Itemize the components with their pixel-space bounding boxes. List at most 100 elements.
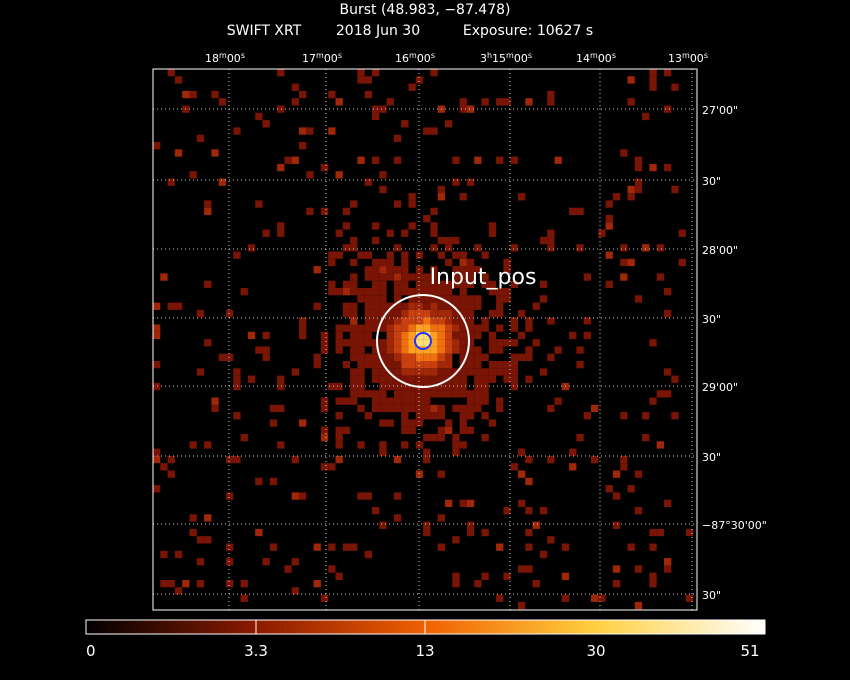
pixel <box>481 280 489 288</box>
pixel <box>525 346 533 354</box>
pixel <box>496 361 504 369</box>
pixel <box>386 361 394 369</box>
pixel <box>518 309 526 318</box>
pixel <box>372 397 380 405</box>
pixel <box>642 244 650 252</box>
pixel <box>423 375 431 383</box>
pixel <box>430 273 438 281</box>
pixel <box>474 324 482 332</box>
pixel <box>350 390 358 398</box>
pixel <box>350 302 358 310</box>
pixel <box>167 470 175 478</box>
pixel <box>430 288 438 296</box>
pixel <box>510 382 518 391</box>
pixel <box>393 397 402 405</box>
pixel <box>423 455 431 464</box>
pixel <box>437 368 445 376</box>
pixel <box>437 193 445 201</box>
pixel <box>196 309 205 318</box>
pixel <box>364 390 372 398</box>
pixel <box>437 236 445 245</box>
pixel <box>437 434 445 442</box>
pixel <box>408 331 416 340</box>
pixel <box>364 273 372 281</box>
pixel <box>313 361 321 369</box>
pixel <box>466 499 475 507</box>
pixel <box>401 120 409 128</box>
pixel <box>525 477 533 486</box>
pixel <box>474 346 482 354</box>
pixel <box>671 375 679 383</box>
ra-unit: m <box>682 51 690 60</box>
pixel <box>415 339 424 347</box>
colorbar-label: 3.3 <box>244 642 268 660</box>
pixel <box>196 580 205 588</box>
pixel <box>372 375 380 383</box>
pixel <box>634 565 643 573</box>
pixel <box>255 200 263 208</box>
pixel <box>386 339 394 347</box>
pixel <box>211 149 219 157</box>
pixel <box>204 207 212 215</box>
pixel <box>379 346 387 354</box>
pixel <box>226 543 234 551</box>
pixel <box>627 258 635 267</box>
pixel <box>401 368 409 376</box>
pixel <box>226 353 234 361</box>
pixel <box>437 382 445 391</box>
pixel <box>269 404 278 413</box>
pixel <box>386 258 394 267</box>
pixel <box>620 149 628 157</box>
pixel <box>452 448 460 456</box>
pixel <box>204 536 212 544</box>
pixel <box>488 346 497 354</box>
pixel <box>189 90 197 99</box>
pixel <box>532 580 540 588</box>
pixel <box>634 295 643 303</box>
pixel <box>204 200 212 208</box>
source-region <box>376 294 470 388</box>
pixel <box>372 507 380 515</box>
pixel <box>547 244 555 252</box>
pixel <box>554 397 562 405</box>
pixel <box>547 317 555 325</box>
pixel <box>664 288 672 296</box>
pixel <box>510 244 518 252</box>
pixel <box>393 331 402 340</box>
pixel <box>372 69 380 77</box>
pixel <box>408 397 416 405</box>
pixel <box>488 229 497 237</box>
pixel <box>423 127 431 135</box>
pixel <box>481 251 489 259</box>
pixel <box>656 390 664 398</box>
pixel <box>291 587 299 595</box>
pixel <box>291 368 299 376</box>
pixel <box>401 317 409 325</box>
pixel <box>445 288 453 296</box>
pixel <box>474 397 482 405</box>
pixel <box>415 280 424 288</box>
pixel <box>218 98 226 106</box>
pixel <box>452 295 460 303</box>
pixel <box>233 375 241 383</box>
pixel <box>459 419 467 427</box>
pixel <box>357 346 365 354</box>
pixel <box>415 441 424 449</box>
ra-value: 00 <box>227 52 241 65</box>
pixel <box>532 339 540 347</box>
pixel <box>459 346 467 354</box>
pixel <box>335 288 343 296</box>
pixel <box>372 295 380 303</box>
ra-unit: s <box>528 51 532 60</box>
pixel <box>401 441 409 449</box>
pixel <box>364 90 372 99</box>
pixel <box>423 521 431 529</box>
pixel <box>466 280 475 288</box>
pixel <box>350 543 358 551</box>
pixel <box>372 346 380 354</box>
pixel <box>350 317 358 325</box>
pixel <box>350 244 358 252</box>
pixel <box>320 463 329 471</box>
pixel <box>379 302 387 310</box>
pixel <box>474 382 482 391</box>
